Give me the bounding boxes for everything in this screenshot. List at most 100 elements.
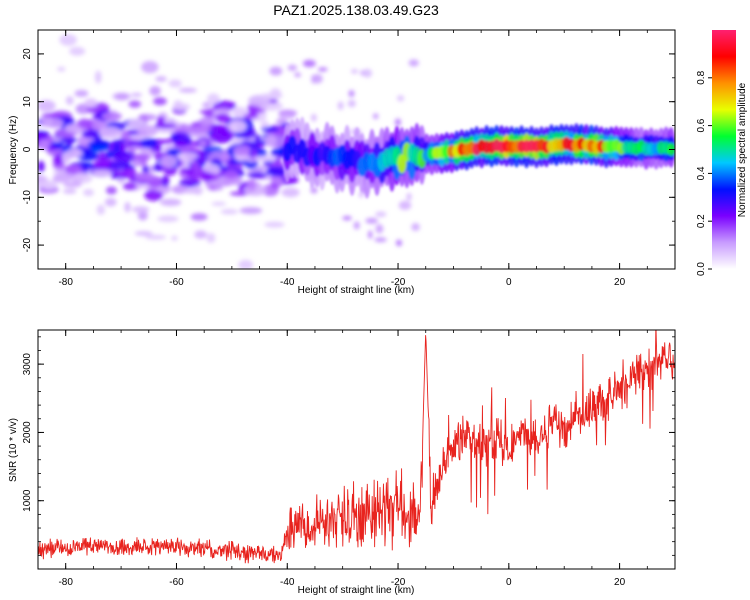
y-tick-label: 0 xyxy=(22,146,33,152)
y-tick-label: -20 xyxy=(22,237,33,252)
spectrogram-blob xyxy=(134,172,155,182)
spectrogram-blob xyxy=(117,178,125,184)
spectrogram-blob xyxy=(71,173,93,184)
snr-x-ticks: -80 -60 -40 -20 0 20 xyxy=(37,330,676,588)
spectrogram-blob xyxy=(38,160,45,173)
x-tick-label: 20 xyxy=(614,277,626,288)
spectrogram-blob xyxy=(394,118,402,127)
spectrogram-blob xyxy=(40,115,53,128)
spectrogram-blob xyxy=(178,148,202,154)
x-tick-label: -40 xyxy=(280,277,295,288)
spectrogram-blob xyxy=(174,127,199,133)
spectrogram-blob xyxy=(247,178,257,191)
spectrogram-blob xyxy=(317,67,328,72)
spectrogram-blob xyxy=(201,171,213,182)
spectrogram-noise-layer xyxy=(38,34,420,269)
snr-y-ticks: 1000 2000 3000 xyxy=(22,336,675,570)
spectrogram-blob xyxy=(281,187,300,198)
spectrogram-blob xyxy=(38,139,50,150)
spectrogram-blob xyxy=(94,70,102,84)
spectrogram-blob xyxy=(353,221,360,230)
spectrogram-blob xyxy=(98,126,122,139)
spectrogram-blob xyxy=(375,224,384,234)
spectrogram-blob xyxy=(124,201,131,213)
colorbar-tick-label: 0.8 xyxy=(696,70,707,84)
spectrogram-blob xyxy=(254,134,261,144)
spectrogram-blob xyxy=(46,146,57,152)
spectrogram-x-ticks: -80 -60 -40 -20 0 20 xyxy=(37,30,676,288)
spectrogram-blob xyxy=(209,130,234,144)
y-tick-label: 10 xyxy=(22,96,33,108)
x-tick-label: -60 xyxy=(169,577,184,588)
spectrogram-blob xyxy=(57,66,66,72)
spectrogram-blob xyxy=(112,142,122,152)
spectrogram-blob xyxy=(265,166,288,177)
spectrogram-blob xyxy=(105,186,117,195)
y-tick-label: 3000 xyxy=(22,353,33,376)
spectrogram-blob xyxy=(38,174,46,184)
colorbar: 0.0 0.2 0.4 0.6 0.8 Normalized spectral ampl… xyxy=(696,30,748,276)
spectrogram-blob xyxy=(238,259,254,269)
spectrogram-blob xyxy=(114,93,130,101)
spectrogram-blob xyxy=(310,113,317,122)
spectrogram-blob xyxy=(406,192,412,201)
x-tick-label: 0 xyxy=(506,577,512,588)
spectrogram-blob xyxy=(160,155,178,168)
spectrogram-blob xyxy=(190,213,208,221)
spectrogram-blob xyxy=(164,138,174,145)
x-tick-label: -60 xyxy=(169,277,184,288)
spectrogram-blob xyxy=(156,115,165,125)
spectrogram-panel: -80 -60 -40 -20 0 20 -20 -10 0 10 20 Height of st… xyxy=(8,29,676,296)
spectrogram-blob xyxy=(161,175,170,187)
spectrogram-blob xyxy=(199,109,215,115)
spectrogram-blob xyxy=(104,197,117,207)
y-tick-label: 2000 xyxy=(22,421,33,444)
spectrogram-blob xyxy=(41,112,65,118)
spectrogram-blob xyxy=(302,59,316,68)
spectrogram-blob xyxy=(228,120,247,133)
snr-frame xyxy=(37,329,676,570)
spectrogram-blob xyxy=(264,221,285,228)
spectrogram-blob xyxy=(397,95,405,102)
spectrogram-blob xyxy=(337,101,344,111)
spectrogram-blob xyxy=(273,177,284,186)
spectrogram-blob xyxy=(229,160,251,165)
colorbar-tick-label: 0.2 xyxy=(696,214,707,228)
spectrogram-blob xyxy=(74,89,89,98)
spectrogram-blob xyxy=(211,201,227,206)
spectrogram-blob xyxy=(224,169,239,179)
spectrogram-blob xyxy=(159,198,182,207)
spectrogram-blob xyxy=(348,89,355,98)
spectrogram-blob xyxy=(65,96,74,105)
spectrogram-blob xyxy=(41,180,58,190)
spectrogram-blob xyxy=(137,124,159,137)
y-tick-label: 1000 xyxy=(22,489,33,512)
spectrogram-blob xyxy=(253,155,277,162)
spectrogram-blob xyxy=(287,64,298,71)
spectrogram-blob xyxy=(78,162,96,169)
spectrogram-blob xyxy=(235,163,244,170)
spectrogram-blob xyxy=(172,103,191,111)
spectrogram-blob xyxy=(53,155,63,166)
spectrogram-blob xyxy=(373,113,379,120)
spectrogram-blob xyxy=(181,188,201,194)
spectrogram-blob xyxy=(149,85,161,96)
spectrogram-blob xyxy=(66,148,83,158)
spectrogram-blob xyxy=(294,72,302,78)
spectrogram-blob xyxy=(128,100,142,108)
spectrogram-blob xyxy=(96,204,106,216)
spectrogram-blob xyxy=(264,134,277,147)
spectrogram-blob xyxy=(259,93,283,99)
spectrogram-blob xyxy=(374,237,387,243)
spectrogram-blob xyxy=(368,230,373,239)
spectrogram-blob xyxy=(176,152,198,160)
spectrogram-blob xyxy=(59,34,77,46)
spectrogram-blob xyxy=(359,191,364,198)
spectrogram-blob xyxy=(82,188,95,197)
spectrogram-blob xyxy=(84,98,98,108)
spectrogram-blob xyxy=(220,208,239,215)
spectrogram-blob xyxy=(139,138,158,149)
spectrogram-blob xyxy=(248,106,259,118)
spectrogram-blob xyxy=(246,172,268,178)
spectrogram-blob xyxy=(122,182,137,191)
